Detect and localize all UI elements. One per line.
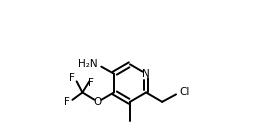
Text: Cl: Cl [180, 88, 190, 97]
Text: F: F [69, 73, 75, 83]
Text: H₂N: H₂N [77, 59, 97, 69]
Text: F: F [88, 78, 94, 88]
Text: O: O [94, 97, 102, 107]
Text: F: F [64, 97, 70, 107]
Text: N: N [142, 69, 150, 79]
